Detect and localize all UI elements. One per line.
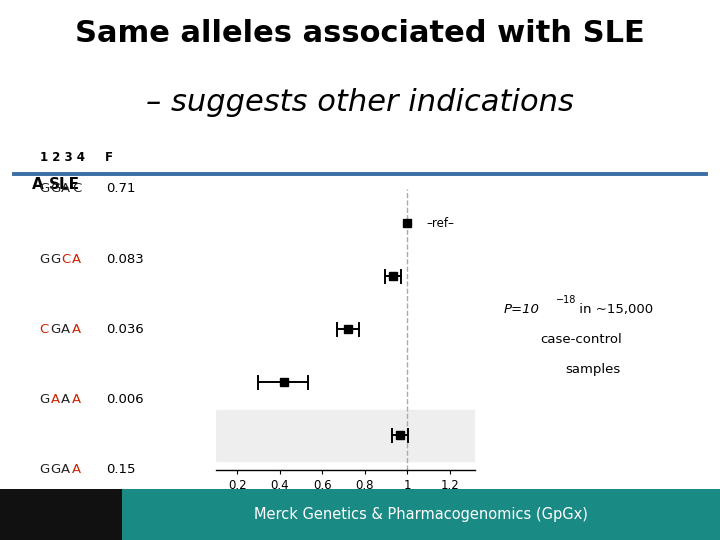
Text: 0.15: 0.15 <box>107 463 136 476</box>
Text: Merck Genetics & Pharmacogenomics (GpGx): Merck Genetics & Pharmacogenomics (GpGx) <box>254 507 588 522</box>
Text: C: C <box>61 253 71 266</box>
Text: 0.036: 0.036 <box>107 323 144 336</box>
Text: in ~15,000: in ~15,000 <box>575 303 653 316</box>
Text: G: G <box>50 463 60 476</box>
X-axis label: OR: OR <box>334 497 357 511</box>
Text: C: C <box>40 323 49 336</box>
Text: 0.71: 0.71 <box>107 183 136 195</box>
Text: 1 2 3 4: 1 2 3 4 <box>40 151 85 164</box>
Text: SLE: SLE <box>49 177 80 192</box>
Text: 0.006: 0.006 <box>107 393 144 406</box>
Text: G: G <box>40 253 50 266</box>
Text: G: G <box>40 183 50 195</box>
Text: C: C <box>72 183 81 195</box>
Bar <box>0 489 122 540</box>
Text: A: A <box>61 393 71 406</box>
Text: samples: samples <box>565 362 621 376</box>
Text: A: A <box>72 323 81 336</box>
Text: Same alleles associated with SLE: Same alleles associated with SLE <box>75 18 645 48</box>
Text: A: A <box>61 183 71 195</box>
Text: A: A <box>61 323 71 336</box>
Text: A: A <box>72 463 81 476</box>
Text: G: G <box>50 323 60 336</box>
Text: – suggests other indications: – suggests other indications <box>146 89 574 117</box>
Text: A: A <box>32 177 44 192</box>
Text: G: G <box>40 463 50 476</box>
Text: F: F <box>104 151 112 164</box>
Text: P=10: P=10 <box>504 303 540 316</box>
Text: A: A <box>72 253 81 266</box>
Text: −18: −18 <box>556 295 576 306</box>
Text: 0.083: 0.083 <box>107 253 144 266</box>
Text: G: G <box>40 393 50 406</box>
Text: –ref–: –ref– <box>426 217 454 230</box>
Text: A: A <box>61 463 71 476</box>
Bar <box>216 410 475 461</box>
Bar <box>122 489 720 540</box>
Text: case-control: case-control <box>540 333 622 346</box>
Text: A: A <box>50 393 60 406</box>
Text: G: G <box>50 253 60 266</box>
Text: G: G <box>50 183 60 195</box>
Text: A: A <box>72 393 81 406</box>
